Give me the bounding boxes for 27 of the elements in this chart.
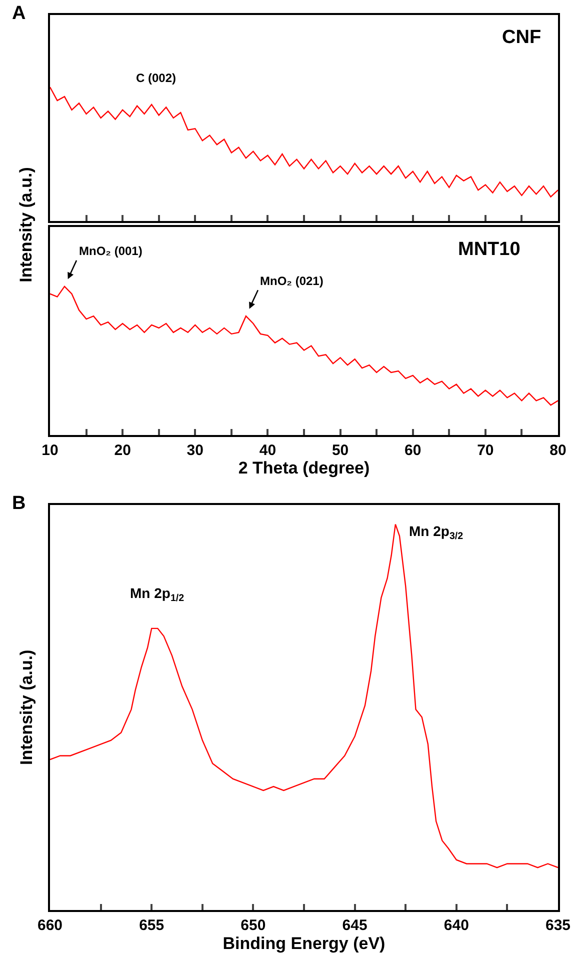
chart-title: A	[12, 3, 26, 24]
annotation: Mn 2p$_{1/2}$	[130, 585, 185, 604]
text: CNF	[502, 27, 542, 48]
x-tick-label: 60	[404, 442, 422, 459]
x-tick-label: 635	[545, 917, 571, 934]
x-tick-label: 50	[332, 442, 349, 459]
y-axis-title: Intensity (a.u.)	[16, 650, 36, 766]
x-axis-title: Binding Energy (eV)	[222, 934, 386, 953]
x-tick-label: 655	[139, 917, 164, 934]
y-axis-title: Intensity (a.u.)	[16, 167, 36, 282]
annotation: Mn 2p$_{3/2}$	[409, 523, 464, 542]
x-tick-label: 660	[37, 917, 63, 934]
x-tick-label: 80	[550, 442, 566, 459]
x-tick-label: 650	[240, 917, 266, 934]
x-tick-label: 40	[259, 442, 276, 459]
x-tick-label: 20	[114, 442, 131, 459]
annotation: MnO₂ (021)	[260, 274, 324, 288]
x-axis-title: 2 Theta (degree)	[238, 458, 370, 478]
x-tick-label: 30	[186, 442, 204, 459]
text: MNT10	[458, 239, 520, 260]
annotation: MnO₂ (001)	[79, 244, 142, 258]
x-tick-label: 645	[342, 917, 368, 934]
x-tick-label: 70	[477, 442, 494, 459]
x-tick-label: 640	[444, 917, 469, 934]
x-tick-label: 10	[42, 442, 58, 459]
annotation: C (002)	[136, 71, 176, 85]
chart-title: B	[12, 493, 26, 514]
